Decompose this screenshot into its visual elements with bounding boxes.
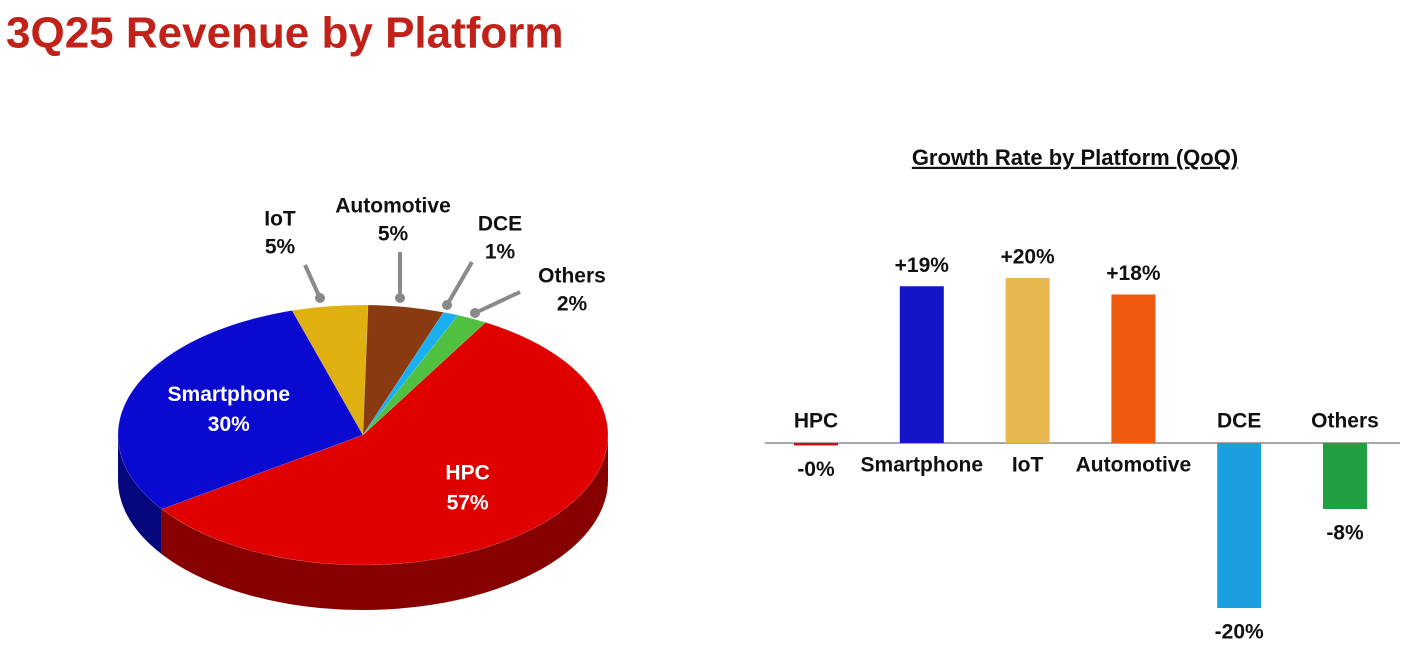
pie-slice-side [161,435,608,610]
value-label: -20% [1215,621,1264,644]
category-label: Others [1311,410,1379,433]
pie-slice [362,311,459,436]
pie-slice-side [118,435,162,555]
leader-line [303,264,322,299]
leader-dot [442,300,452,310]
bar-chart-title: Growth Rate by Platform (QoQ) [912,145,1238,170]
pie-slice [362,314,486,436]
leader-line [445,260,474,307]
category-label: Automotive [1076,454,1192,477]
pie-value-label: 5% [265,236,296,259]
pie-slice [161,322,609,566]
pie-slice [291,304,369,436]
pie-slice [117,310,364,510]
value-label: +18% [1106,262,1161,285]
value-label: -8% [1326,522,1364,545]
pie-category-label: Others [538,265,606,288]
pie-value-label: 30% [208,413,250,436]
bar [794,443,838,446]
value-label: +19% [895,254,950,277]
pie-slice [362,304,444,436]
pie-category-label: Smartphone [168,383,291,406]
leader-dot [315,293,325,303]
pie-category-label: Automotive [335,195,451,218]
pie-category-label: HPC [445,461,489,484]
slide-title: 3Q25 Revenue by Platform [6,9,564,58]
pie-category-label: IoT [264,208,296,231]
leader-dot [395,293,405,303]
bar [1323,443,1367,509]
pie-value-label: 5% [378,223,409,246]
leader-line [474,290,521,315]
pie-value-label: 57% [447,491,489,514]
bar [1111,294,1156,443]
category-label: Smartphone [861,454,984,477]
leader-dot [470,308,480,318]
category-label: DCE [1217,410,1261,433]
pie-value-label: 2% [557,293,588,316]
category-label: IoT [1012,454,1044,477]
pie-value-label: 1% [485,241,516,264]
bar [1005,278,1050,443]
bar [1217,443,1262,608]
value-label: -0% [797,458,835,481]
bar [899,286,944,443]
pie-category-label: DCE [478,213,522,236]
category-label: HPC [794,410,838,433]
value-label: +20% [1000,246,1055,269]
